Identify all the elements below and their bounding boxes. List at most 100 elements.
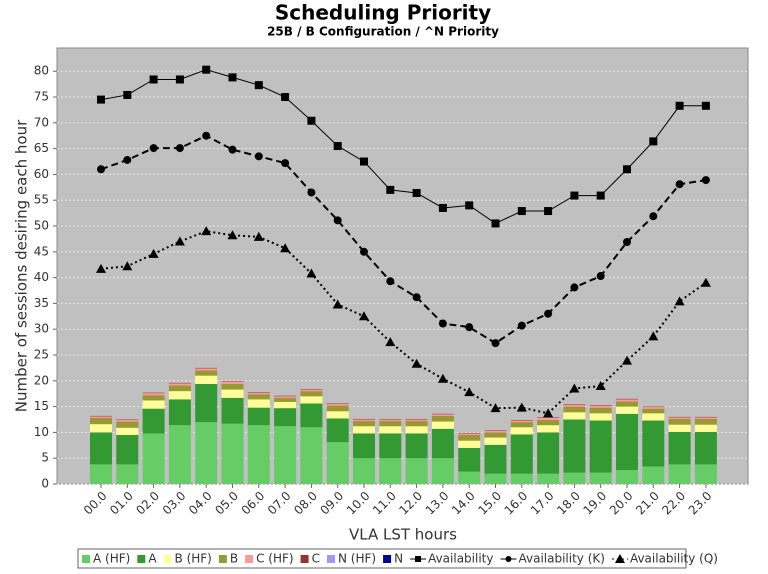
marker-circle [596, 272, 605, 281]
marker-square [149, 75, 158, 84]
bar-segment [221, 397, 244, 424]
marker-circle [412, 293, 421, 302]
bar-segment [142, 392, 165, 394]
marker-triangle [622, 355, 632, 365]
marker-square [333, 142, 342, 151]
bar-segment [563, 406, 586, 413]
bar-segment [642, 406, 665, 408]
y-tick-label: 75 [34, 90, 49, 104]
x-tick-label: 01.0 [107, 489, 136, 518]
bar-segment [116, 434, 139, 465]
bar-segment [537, 473, 560, 484]
bar-segment [195, 367, 218, 369]
marker-square [570, 191, 579, 200]
bar-segment [274, 395, 297, 397]
bar-segment [379, 419, 402, 422]
x-tick-label: 11.0 [370, 489, 399, 518]
bar-segment [142, 408, 165, 434]
marker-triangle [359, 311, 369, 321]
bar-segment [405, 419, 428, 422]
legend-label: Availability [428, 552, 493, 566]
bar-segment [458, 447, 481, 472]
bar-segment [458, 432, 481, 434]
marker-triangle [306, 268, 317, 278]
marker-circle [202, 131, 211, 140]
marker-triangle [280, 243, 291, 253]
bar-segment [458, 440, 481, 448]
marker-circle [491, 339, 500, 348]
bar-segment [379, 421, 402, 427]
x-tick-label: 18.0 [554, 489, 583, 518]
x-tick-label: 14.0 [449, 489, 478, 518]
x-tick-label: 16.0 [502, 489, 531, 518]
legend-label: C (HF) [256, 552, 293, 566]
bar-segment [221, 389, 244, 398]
bar-segment [195, 370, 218, 376]
marker-circle [517, 321, 526, 330]
bar-segment [616, 470, 638, 484]
bar-segment [90, 417, 112, 425]
bar-segment [274, 408, 297, 427]
legend-swatch [245, 555, 254, 563]
bar-segment [616, 401, 638, 407]
bar-segment [563, 404, 586, 405]
chart-title: Scheduling Priority [275, 1, 491, 25]
bar-segment [116, 419, 139, 421]
marker-circle [544, 309, 553, 318]
x-tick-label: 04.0 [186, 489, 215, 518]
bar-segment [247, 392, 270, 395]
bar-segment [642, 466, 665, 484]
bar-segment [221, 381, 244, 384]
marker-circle [438, 319, 447, 328]
legend-marker [614, 554, 625, 563]
legend-marker [505, 556, 512, 562]
legend-label: A [148, 552, 157, 566]
bar-segment [405, 421, 428, 427]
marker-triangle [674, 296, 685, 306]
y-axis-label: Number of sessions desiring each hour [13, 119, 31, 412]
bar-segment [694, 417, 717, 419]
marker-triangle [201, 226, 212, 236]
legend-label: A (HF) [93, 552, 130, 566]
bar-segment [274, 401, 297, 409]
legend-label: Availability (Q) [630, 552, 718, 566]
marker-circle [228, 145, 237, 154]
bar-segment [616, 413, 638, 471]
marker-circle [675, 180, 684, 189]
bar-segment [458, 434, 481, 441]
bar-segment [116, 421, 139, 428]
bar-segment [326, 418, 349, 443]
bar-segment [668, 418, 691, 425]
bar-segment [221, 423, 244, 484]
bar-segment [510, 422, 533, 428]
bar-segment [589, 472, 612, 484]
y-tick-label: 30 [34, 322, 49, 336]
marker-triangle [253, 231, 264, 241]
bar-segment [142, 400, 165, 409]
bar-segment [484, 432, 507, 438]
bar-segment [247, 399, 270, 408]
x-tick-label: 03.0 [160, 489, 189, 518]
bar-segment [90, 415, 112, 417]
x-tick-label: 15.0 [475, 489, 504, 518]
legend-swatch [163, 555, 172, 563]
legend-box [77, 548, 687, 569]
marker-circle [281, 159, 290, 168]
marker-circle [360, 247, 368, 256]
bar-segment [168, 382, 191, 384]
bar-segment [642, 407, 665, 409]
y-tick-label: 55 [34, 193, 49, 207]
marker-circle [386, 277, 395, 286]
marker-circle [570, 283, 579, 292]
bar-segment [353, 458, 375, 484]
bar-segment [616, 399, 638, 402]
bar-segment [694, 431, 717, 465]
x-tick-label: 09.0 [318, 489, 347, 518]
bar-segment [247, 392, 270, 393]
bar-segment [563, 472, 586, 484]
bar-segment [221, 381, 244, 382]
bar-segment [510, 420, 533, 423]
bar-segment [379, 458, 402, 484]
marker-triangle [490, 403, 501, 413]
bar-segment [168, 391, 191, 400]
